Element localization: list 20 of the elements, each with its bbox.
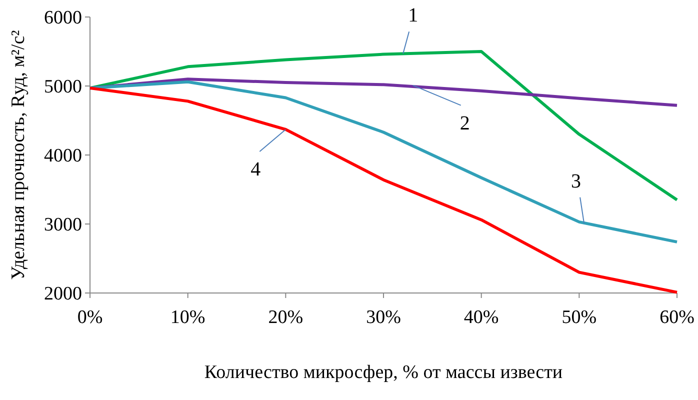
y-axis-title: Удельная прочность, Rуд, м²/с²: [8, 30, 29, 280]
x-tick-label: 30%: [366, 307, 402, 328]
y-tick-label: 6000: [44, 8, 82, 29]
x-tick-label: 20%: [268, 307, 304, 328]
x-tick-label: 10%: [170, 307, 206, 328]
y-tick-label: 3000: [44, 214, 82, 236]
line-series: [88, 50, 678, 202]
annotation: 1: [408, 4, 418, 27]
y-tick-label: 5000: [44, 76, 82, 98]
annotation: 4: [250, 158, 261, 180]
y-tick-label: 4000: [44, 146, 82, 167]
annotation: 2: [460, 112, 470, 134]
y-tick-label: 2000: [44, 284, 82, 305]
x-tick-label: 60%: [660, 307, 695, 328]
x-axis-title: Количество микросфер, % от массы извести: [204, 362, 563, 383]
x-tick-label: 0%: [77, 307, 103, 328]
x-tick-label: 40%: [464, 307, 499, 328]
x-tick-label: 50%: [562, 307, 597, 328]
annotation: 3: [571, 170, 582, 192]
line-series: [88, 80, 678, 244]
